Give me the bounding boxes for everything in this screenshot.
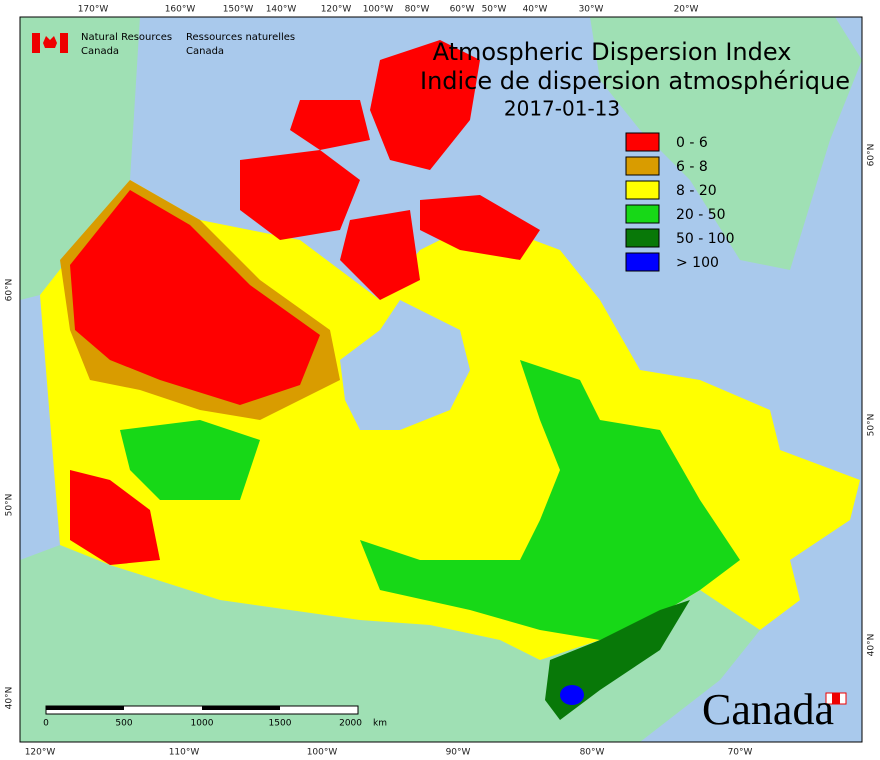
alaska — [20, 17, 140, 300]
region-green-east — [360, 360, 740, 640]
graticule-label: 160°W — [165, 5, 196, 15]
scale-bar — [46, 706, 124, 710]
legend-label: 0 - 6 — [676, 135, 708, 151]
graticule-label: 120°W — [25, 748, 56, 758]
legend-swatch — [625, 156, 660, 176]
title: Atmospheric Dispersion Index — [433, 38, 792, 66]
island — [430, 250, 560, 320]
agency-fr: Ressources naturelles — [186, 32, 295, 43]
graticule-label: 20°W — [674, 5, 699, 15]
graticule-label: 140°W — [266, 5, 297, 15]
graticule-label: 50°N — [867, 414, 877, 437]
region-blue — [560, 685, 584, 705]
legend-swatch — [625, 228, 660, 248]
legend-swatch — [625, 132, 660, 152]
legend-label: 8 - 20 — [676, 183, 717, 199]
island — [290, 100, 370, 150]
wordmark-flag — [832, 693, 840, 704]
region-red-north — [70, 190, 320, 405]
graticule-label: 120°W — [321, 5, 352, 15]
agency-en: Canada — [81, 46, 119, 57]
scale-label: 1000 — [191, 719, 214, 729]
graticule-label: 60°N — [867, 144, 877, 167]
flag-band — [32, 33, 40, 53]
scale-bar — [202, 706, 280, 710]
graticule-label: 110°W — [169, 748, 200, 758]
frame — [19, 16, 863, 743]
graticule-label: 80°W — [580, 748, 605, 758]
agency-en: Natural Resources — [81, 32, 172, 43]
graticule-label: 150°W — [223, 5, 254, 15]
region-red-bc — [70, 470, 160, 565]
graticule-label: 170°W — [78, 5, 109, 15]
island — [420, 195, 540, 260]
island — [240, 150, 360, 240]
legend-swatch — [625, 204, 660, 224]
legend-label: > 100 — [676, 255, 719, 271]
scale-label: 0 — [43, 719, 49, 729]
legend-label: 20 - 50 — [676, 207, 726, 223]
scale-label: 500 — [115, 719, 132, 729]
graticule-label: 60°N — [5, 279, 15, 302]
flag-band — [60, 33, 68, 53]
legend-label: 50 - 100 — [676, 231, 735, 247]
graticule-label: 70°W — [728, 748, 753, 758]
island — [370, 40, 480, 170]
graticule-label: 40°N — [5, 687, 15, 710]
flag-leaf — [43, 36, 57, 48]
graticule-label: 90°W — [446, 748, 471, 758]
graticule-label: 80°W — [405, 5, 430, 15]
greenland — [590, 17, 862, 270]
title: Indice de dispersion atmosphérique — [420, 67, 850, 95]
graticule-label: 40°W — [523, 5, 548, 15]
graticule-label: 50°W — [482, 5, 507, 15]
wordmark: Canada — [702, 685, 834, 734]
graticule-label: 50°N — [5, 494, 15, 517]
scale-label: 1500 — [269, 719, 292, 729]
graticule-label: 60°W — [450, 5, 475, 15]
legend-label: 6 - 8 — [676, 159, 708, 175]
graticule-label: 100°W — [307, 748, 338, 758]
graticule-label: 100°W — [363, 5, 394, 15]
agency-fr: Canada — [186, 46, 224, 57]
scale-label: 2000 — [339, 719, 362, 729]
hudson-bay — [340, 300, 470, 430]
graticule-label: 30°W — [579, 5, 604, 15]
graticule-label: 40°N — [867, 634, 877, 657]
scale-unit: km — [373, 719, 387, 729]
date: 2017-01-13 — [504, 97, 620, 121]
legend-swatch — [625, 252, 660, 272]
legend-swatch — [625, 180, 660, 200]
island — [340, 210, 420, 300]
region-green-west — [120, 420, 260, 500]
